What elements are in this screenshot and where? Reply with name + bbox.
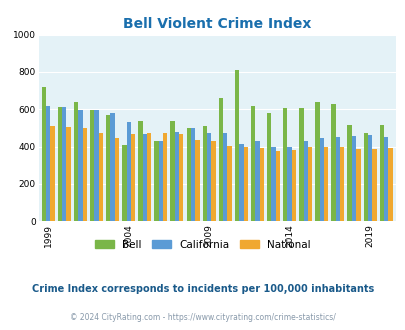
Bar [218,98,222,221]
Bar [367,135,371,221]
Bar [243,148,247,221]
Bar [207,133,211,221]
Bar [46,106,50,221]
Bar [363,133,367,221]
Bar [250,106,255,221]
Bar [298,108,303,221]
Title: Bell Violent Crime Index: Bell Violent Crime Index [123,17,311,31]
Bar [90,110,94,221]
Bar [259,148,263,221]
Bar [179,134,183,221]
Bar [142,134,147,221]
Bar [126,122,130,221]
Bar [94,110,98,221]
Bar [234,70,239,221]
Bar [78,110,82,221]
Bar [158,141,163,221]
Bar [371,149,376,221]
Bar [98,133,103,221]
Bar [323,147,328,221]
Bar [239,144,243,221]
Bar [303,141,307,221]
Bar [130,134,135,221]
Bar [170,121,175,221]
Bar [163,133,167,221]
Bar [115,138,119,221]
Bar [335,137,339,221]
Bar [271,147,275,221]
Bar [66,127,70,221]
Legend: Bell, California, National: Bell, California, National [91,236,314,254]
Bar [266,113,271,221]
Bar [175,132,179,221]
Bar [50,126,55,221]
Bar [275,151,279,221]
Bar [287,147,291,221]
Bar [138,121,142,221]
Bar [122,145,126,221]
Bar [195,140,199,221]
Bar [202,126,207,221]
Bar [383,137,388,221]
Bar [74,102,78,221]
Bar [339,147,343,221]
Bar [110,113,115,221]
Bar [58,107,62,221]
Bar [351,136,355,221]
Bar [379,125,383,221]
Bar [307,148,311,221]
Bar [315,102,319,221]
Bar [147,133,151,221]
Bar [347,125,351,221]
Bar [186,128,190,221]
Bar [330,104,335,221]
Bar [222,133,227,221]
Text: © 2024 CityRating.com - https://www.cityrating.com/crime-statistics/: © 2024 CityRating.com - https://www.city… [70,313,335,322]
Text: Crime Index corresponds to incidents per 100,000 inhabitants: Crime Index corresponds to incidents per… [32,284,373,294]
Bar [282,108,287,221]
Bar [227,146,231,221]
Bar [154,141,158,221]
Bar [190,128,195,221]
Bar [319,138,323,221]
Bar [42,87,46,221]
Bar [388,148,392,221]
Bar [62,107,66,221]
Bar [82,128,87,221]
Bar [211,141,215,221]
Bar [355,149,360,221]
Bar [255,141,259,221]
Bar [106,115,110,221]
Bar [291,150,295,221]
